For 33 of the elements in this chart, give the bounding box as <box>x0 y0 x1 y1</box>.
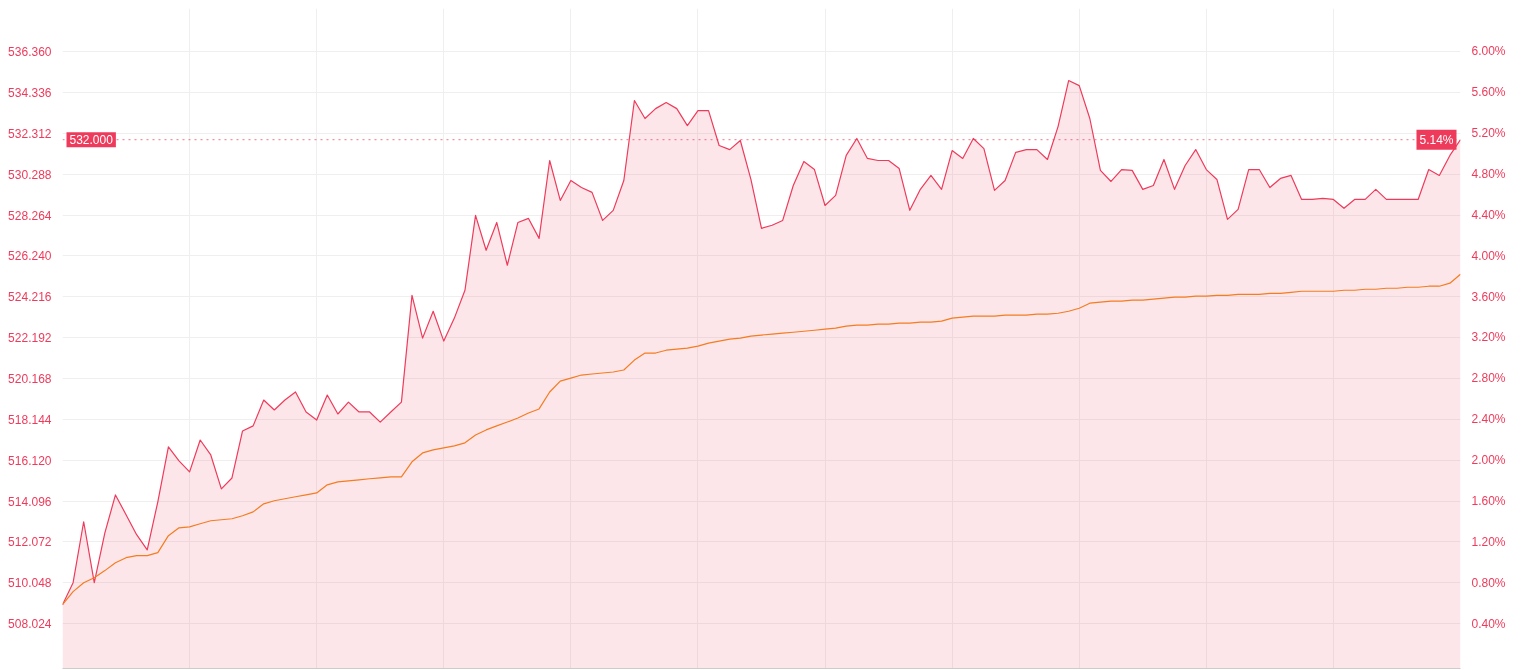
y-tick-label: 508.024 <box>8 617 52 632</box>
y2-tick-label: 4.80% <box>1471 167 1506 182</box>
y-tick-label: 532.312 <box>8 126 52 141</box>
y2-tick-label: 3.60% <box>1471 289 1506 304</box>
y-tick-label: 510.048 <box>8 576 52 591</box>
y-tick-label: 528.264 <box>8 208 52 223</box>
y2-tick-label: 2.80% <box>1471 371 1506 386</box>
y-tick-label: 530.288 <box>8 167 52 182</box>
y-tick-label: 516.120 <box>8 453 52 468</box>
ref-line-label: 532.000 <box>69 133 114 148</box>
line-series <box>62 273 1461 606</box>
y2-tick-label: 3.20% <box>1471 330 1506 345</box>
y-tick-label: 518.144 <box>8 412 52 427</box>
y2-tick-label: 0.40% <box>1471 616 1506 631</box>
y2-tick-label: 2.00% <box>1471 453 1506 468</box>
y2-tick-label: 5.20% <box>1471 126 1506 141</box>
annotation: 5.14% <box>1419 132 1454 147</box>
y-tick-label: 520.168 <box>8 372 52 386</box>
y2-tick-label: 2.40% <box>1471 412 1506 427</box>
y2-tick-label: 1.60% <box>1471 493 1506 508</box>
y-tick-label: 524.216 <box>8 290 52 305</box>
y-tick-label: 536.360 <box>8 45 52 60</box>
y-tick-label: 526.240 <box>8 249 52 264</box>
y-tick-label: 534.336 <box>8 86 52 101</box>
y2-tick-label: 6.00% <box>1471 44 1506 59</box>
y2-tick-label: 4.40% <box>1471 207 1506 222</box>
y-tick-label: 514.096 <box>8 494 52 509</box>
y2-tick-label: 5.60% <box>1471 85 1506 100</box>
y2-tick-label: 0.80% <box>1471 575 1506 590</box>
y-tick-label: 512.072 <box>8 535 52 550</box>
y2-tick-label: 1.20% <box>1471 534 1506 549</box>
y-tick-label: 522.192 <box>8 331 52 346</box>
y2-tick-label: 4.00% <box>1471 248 1506 263</box>
